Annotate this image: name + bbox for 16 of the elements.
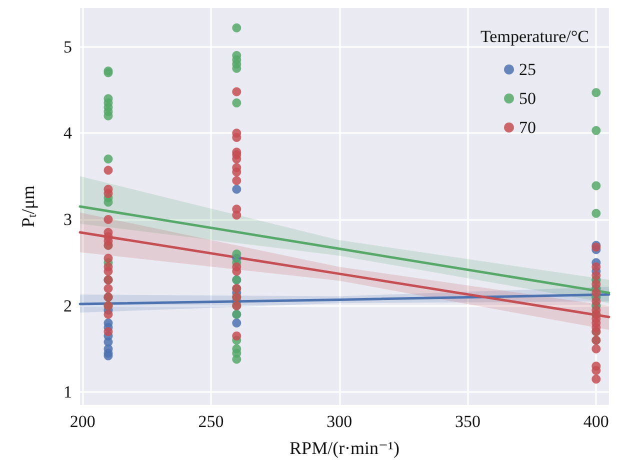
x-tick-label: 300 <box>326 412 352 431</box>
x-tick-label: 350 <box>455 412 481 431</box>
y-tick-label: 2 <box>64 296 72 316</box>
y-tick-label: 4 <box>64 124 72 143</box>
x-tick-label: 200 <box>70 412 96 431</box>
legend-label: 25 <box>519 60 536 79</box>
y-tick-label: 5 <box>64 37 72 56</box>
y-tick-label: 3 <box>64 210 72 229</box>
legend-label: 50 <box>519 89 536 108</box>
x-tick-label: 400 <box>583 412 609 431</box>
x-tick-label: 250 <box>198 412 224 431</box>
legend-label: 70 <box>519 118 536 137</box>
y-tick-label: 1 <box>64 382 72 402</box>
x-axis-title: RPM/(r·min⁻¹) <box>290 438 400 458</box>
y-axis-title: Pt/μm <box>18 186 39 228</box>
legend-title: Temperature/°C <box>480 27 589 46</box>
